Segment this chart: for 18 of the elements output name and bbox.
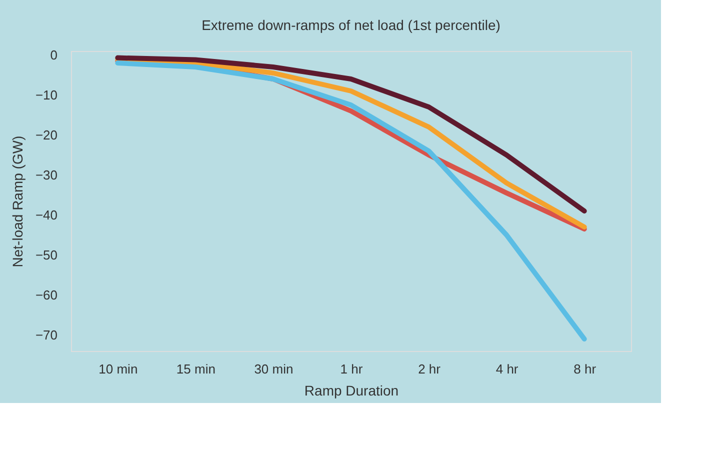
- chart-title: Extreme down-ramps of net load (1st percentile): [202, 17, 500, 33]
- x-tick-label: 2 hr: [418, 362, 442, 376]
- x-axis-title: Ramp Duration: [304, 382, 399, 398]
- y-tick-label: −20: [35, 128, 58, 142]
- y-tick-label: −40: [35, 208, 58, 222]
- y-tick-label: −30: [35, 168, 58, 182]
- y-tick-label: −50: [35, 248, 58, 262]
- x-tick-label: 1 hr: [340, 362, 364, 376]
- x-tick-label: 30 min: [254, 362, 294, 376]
- y-tick-label: −60: [35, 288, 58, 302]
- y-axis-title: Net-load Ramp (GW): [9, 136, 26, 268]
- x-tick-label: 8 hr: [574, 362, 597, 376]
- y-tick-label: −70: [35, 328, 58, 342]
- y-tick-label: 0: [50, 48, 58, 62]
- x-tick-label: 15 min: [176, 362, 216, 376]
- x-tick-label: 4 hr: [496, 362, 519, 376]
- y-tick-label: −10: [35, 88, 58, 102]
- x-tick-label: 10 min: [98, 362, 138, 376]
